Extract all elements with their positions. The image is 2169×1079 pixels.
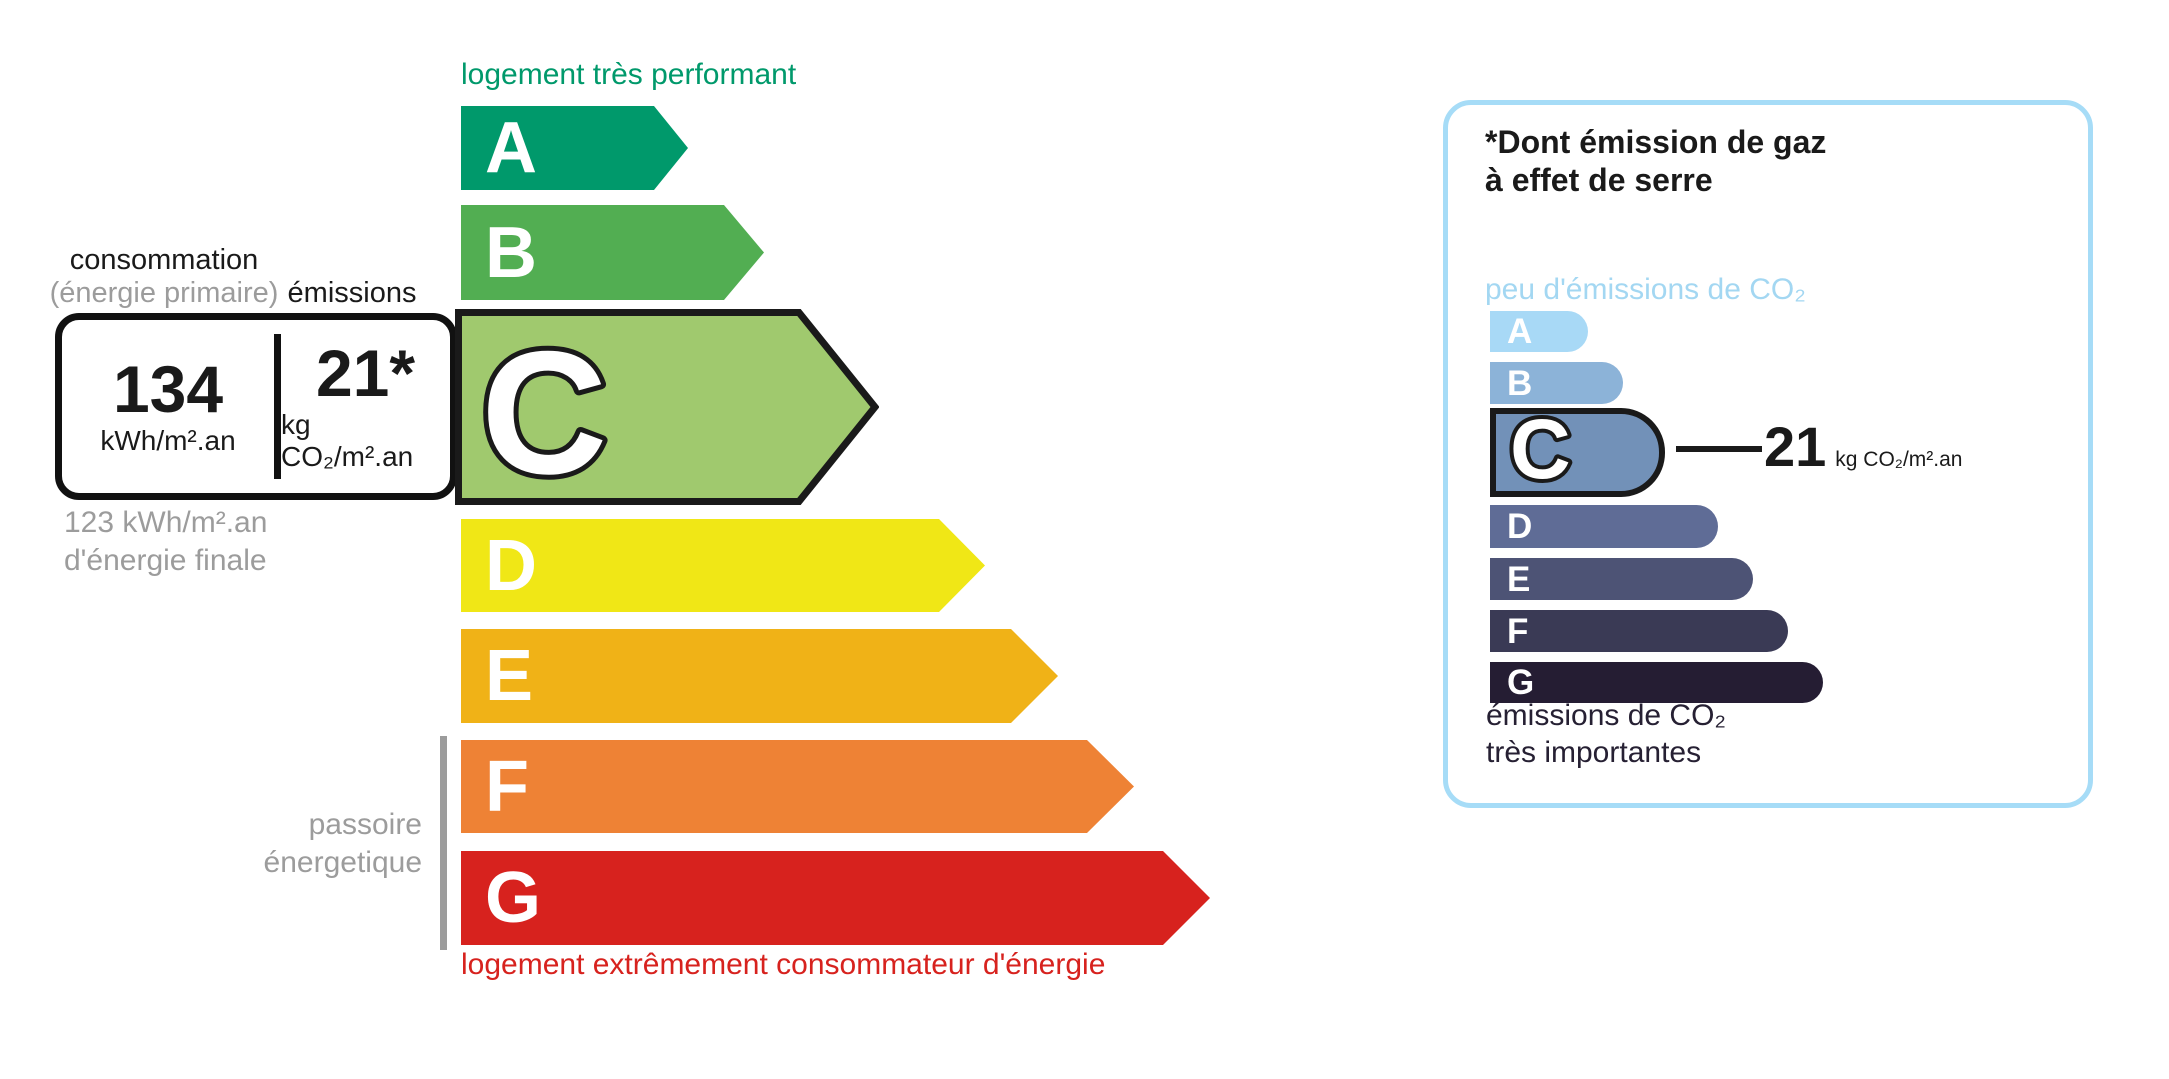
energy-class-row-d: D [461, 519, 985, 612]
energy-sieve-bracket [440, 736, 447, 950]
co2-panel-title: *Dont émission de gaz à effet de serre [1485, 123, 1826, 199]
energy-class-row-a: A [461, 106, 688, 190]
emissions-header: émissions [287, 277, 417, 309]
co2-high-emissions-label: émissions de CO₂ très importantes [1486, 697, 1726, 771]
emissions-cell: 21* kg CO₂/m².an [281, 320, 450, 493]
best-performance-label: logement très performant [461, 58, 797, 91]
co2-value-row: 21 kg CO₂/m².an [1764, 419, 1962, 475]
energy-class-row-b: B [461, 205, 764, 300]
co2-class-bar-g: G [1490, 662, 1823, 703]
consumption-subheader: (énergie primaire) [49, 277, 279, 309]
co2-class-bar-b: B [1490, 362, 1623, 404]
energy-class-letter-b: B [485, 212, 537, 293]
co2-value: 21 [1764, 415, 1827, 478]
energy-class-letter-g: G [485, 858, 542, 938]
energy-class-letter-c: C [481, 316, 607, 505]
co2-panel-title-line2: à effet de serre [1485, 162, 1713, 198]
co2-emissions-panel: *Dont émission de gaz à effet de serre p… [1443, 100, 2093, 808]
co2-high-emissions-line2: très importantes [1486, 736, 1702, 769]
co2-value-connector-line [1676, 446, 1762, 452]
rating-values-box: 134 kWh/m².an 21* kg CO₂/m².an [55, 313, 457, 500]
co2-class-bar-e: E [1490, 558, 1753, 600]
final-energy-note-line2: d'énergie finale [64, 544, 267, 577]
energy-class-letter-e: E [485, 636, 534, 716]
emissions-unit: kg CO₂/m².an [281, 408, 414, 472]
box-divider [274, 334, 281, 479]
co2-class-letter-a: A [1507, 312, 1533, 351]
co2-class-bar-d: D [1490, 505, 1718, 548]
energy-sieve-label-line2: énergetique [263, 846, 422, 879]
emissions-value: 21* [315, 335, 416, 410]
co2-low-emissions-label: peu d'émissions de CO₂ [1485, 273, 1806, 306]
co2-value-unit: kg CO₂/m².an [1835, 448, 1963, 471]
co2-class-letter-c-svg: C [1506, 414, 1575, 491]
co2-class-letter-b: B [1507, 363, 1533, 403]
co2-class-letter-d: D [1507, 507, 1533, 546]
energy-class-letter-f: F [485, 746, 529, 827]
co2-class-bar-c-selected: C [1490, 408, 1665, 497]
co2-class-letter-f: F [1507, 611, 1529, 651]
energy-class-letter-a: A [485, 108, 537, 188]
energy-class-row-f: F [461, 740, 1134, 833]
energy-class-letter-d: D [485, 525, 537, 606]
energy-class-c-arrow-shape [455, 309, 879, 505]
energy-class-row-e: E [461, 629, 1058, 723]
worst-performance-label: logement extrêmement consommateur d'éner… [461, 948, 1106, 981]
co2-class-bar-a: A [1490, 311, 1588, 352]
consumption-unit: kWh/m².an [100, 424, 236, 456]
consumption-cell: 134 kWh/m².an [62, 320, 274, 493]
consumption-header: consommation [69, 244, 259, 276]
energy-sieve-label: passoire énergetique [150, 806, 422, 882]
co2-class-bar-f: F [1490, 610, 1788, 652]
energy-sieve-label-line1: passoire [308, 808, 422, 841]
energy-class-row-g: G [461, 851, 1210, 945]
co2-class-letter-c: C [1510, 414, 1571, 491]
energy-class-row-c-selected: C [455, 309, 879, 505]
co2-class-letter-g: G [1507, 663, 1535, 702]
co2-panel-title-line1: *Dont émission de gaz [1485, 124, 1827, 160]
consumption-value: 134 [112, 351, 224, 426]
final-energy-note: 123 kWh/m².an d'énergie finale [64, 504, 267, 580]
co2-class-letter-e: E [1507, 559, 1531, 599]
co2-high-emissions-line1: émissions de CO₂ [1486, 699, 1727, 732]
final-energy-note-line1: 123 kWh/m².an [64, 506, 268, 539]
